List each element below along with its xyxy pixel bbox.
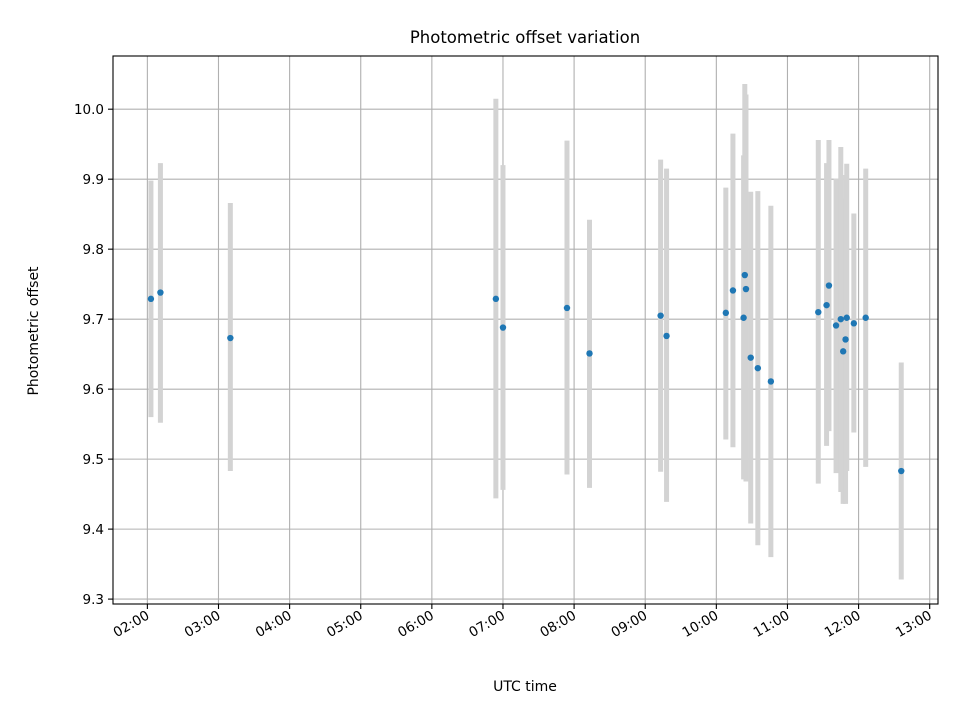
- y-tick-label: 9.9: [83, 172, 104, 188]
- grid-lines: [113, 56, 938, 604]
- data-point: [657, 312, 664, 319]
- data-point: [147, 295, 155, 303]
- y-tick-label: 9.7: [83, 312, 104, 328]
- data-points: [147, 271, 905, 475]
- data-point: [227, 334, 234, 342]
- y-tick-label: 9.8: [83, 242, 104, 258]
- data-point: [767, 378, 775, 385]
- plot-frame: [112, 55, 939, 605]
- data-point: [157, 289, 164, 296]
- data-point: [740, 314, 747, 321]
- data-point: [842, 336, 849, 343]
- data-point: [837, 315, 845, 323]
- data-point: [850, 320, 858, 327]
- data-point: [825, 282, 833, 289]
- data-point: [843, 314, 850, 321]
- data-point: [862, 314, 869, 321]
- y-tick-label: 10.0: [74, 102, 104, 118]
- x-axis-label: UTC time: [493, 679, 557, 695]
- y-tick-label: 9.5: [83, 452, 104, 468]
- data-point: [663, 332, 670, 340]
- data-point: [729, 287, 737, 294]
- data-point: [586, 350, 593, 357]
- data-point: [832, 322, 840, 329]
- data-point: [747, 354, 754, 361]
- y-axis-label: Photometric offset: [26, 266, 42, 396]
- y-tick-label: 9.4: [83, 522, 104, 538]
- data-point: [754, 364, 762, 372]
- data-point: [823, 301, 830, 309]
- data-point: [898, 467, 905, 475]
- y-tick-label: 9.3: [83, 592, 104, 608]
- data-point: [492, 295, 500, 303]
- data-point: [742, 285, 750, 293]
- data-point: [839, 348, 847, 355]
- y-tick-label: 9.6: [83, 382, 104, 398]
- data-point: [499, 324, 507, 331]
- data-point: [722, 309, 730, 317]
- chart-title: Photometric offset variation: [410, 28, 640, 47]
- data-point: [563, 304, 571, 312]
- y-axis-ticks: 9.3 9.4 9.5 9.6 9.7 9.8 9.9 10.0: [74, 102, 113, 608]
- data-point: [741, 271, 748, 279]
- data-point: [815, 308, 822, 316]
